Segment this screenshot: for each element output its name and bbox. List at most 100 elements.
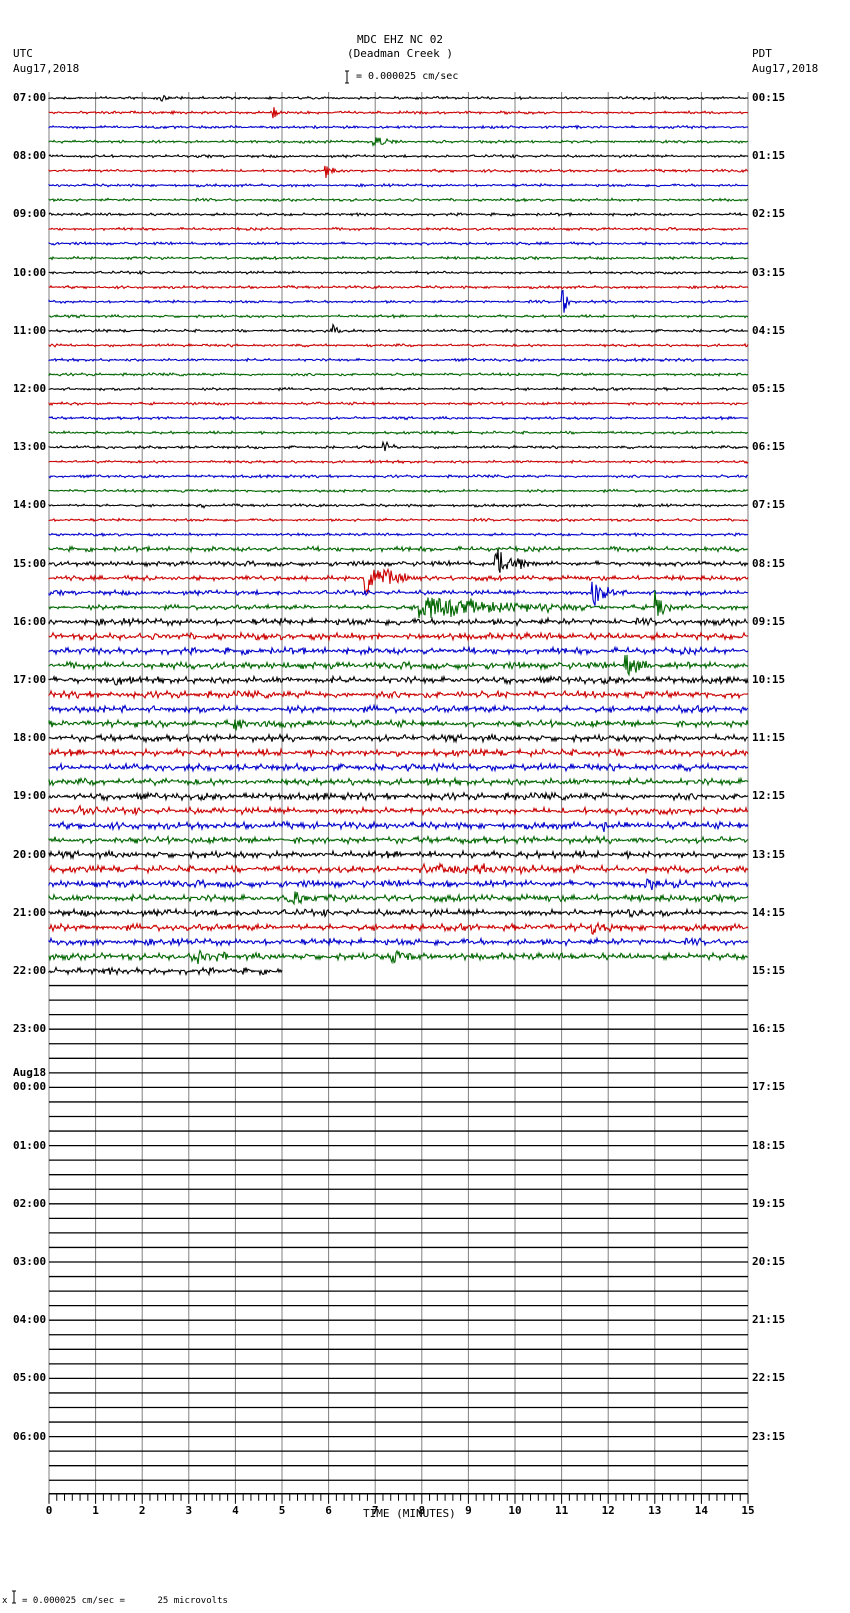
left-time-label: 19:00 [13,789,47,803]
trace-row [48,654,749,677]
trace-row [48,124,749,131]
trace-row [48,703,749,715]
trace-row [48,197,749,203]
trace-row [48,153,749,159]
trace-row [48,718,749,731]
trace-row [48,502,749,509]
right-time-label: 11:15 [752,731,786,745]
left-time-label: 12:00 [13,382,47,395]
right-time-label: 00:15 [752,91,786,104]
left-time-label: 11:00 [13,323,47,337]
right-time-label: 06:15 [752,440,786,454]
x-tick-label: 4 [232,1503,239,1517]
footer-scale-bar-icon [11,1590,17,1607]
x-tick-label: 1 [92,1503,99,1517]
right-time-label: 05:15 [752,382,786,395]
trace-row [48,616,749,628]
left-time-label: 17:00 [13,673,47,686]
left-time-label: 18:00 [13,731,47,745]
trace-row [48,415,749,421]
left-time-label: 20:00 [13,847,47,861]
left-time-label: 03:00 [13,1255,47,1268]
x-tick-label: 2 [138,1503,146,1517]
left-time-label: 10:00 [13,265,47,279]
right-time-label: 09:15 [752,614,786,628]
trace-row [48,226,749,232]
left-time-label: 02:00 [13,1196,47,1210]
x-tick-label: 8 [418,1503,426,1517]
trace-row [48,429,749,436]
scale-bar-icon [343,70,351,87]
left-time-label: 09:00 [13,207,47,221]
x-tick-label: 6 [325,1503,332,1517]
x-tick-label: 14 [694,1503,709,1517]
x-tick-label: 12 [601,1503,615,1517]
right-time-label: 12:15 [752,789,786,803]
trace-row [48,255,749,261]
left-time-label: 22:00 [13,964,47,977]
right-time-label: 17:15 [752,1080,786,1094]
right-time-label: 15:15 [752,964,786,977]
right-time-label: 14:15 [752,905,786,919]
trace-row [48,921,749,935]
left-date-change-label: Aug18 [13,1066,47,1080]
right-timezone: PDT [752,47,772,60]
trace-row [48,581,749,606]
trace-row [48,689,749,701]
trace-row [48,269,749,275]
trace-row [48,936,749,948]
trace-row [48,877,749,891]
left-date: Aug17,2018 [13,62,80,75]
trace-row [48,289,749,313]
trace-row [48,107,749,119]
x-tick-label: 11 [554,1503,569,1517]
right-time-label: 19:15 [752,1196,786,1210]
trace-row [48,804,749,817]
trace-row [48,371,749,377]
trace-row [48,645,749,657]
trace-row [48,440,749,452]
trace-row [48,732,749,744]
footer-scale-note: = 0.000025 cm/sec = 25 microvolts [22,1596,228,1606]
scale-value: = 0.000025 cm/sec [356,71,459,82]
trace-row [48,165,749,178]
station-title: MDC EHZ NC 02 [356,33,444,46]
trace-row [48,848,749,861]
trace-row [48,761,749,773]
trace-row [48,240,749,246]
left-time-label: 13:00 [13,440,47,454]
left-time-label: 23:00 [13,1022,47,1036]
x-tick-label: 0 [45,1503,53,1517]
trace-row [48,544,749,554]
left-timezone: UTC [13,47,33,60]
left-time-label: 08:00 [13,149,47,163]
trace-row [48,357,749,363]
left-time-label: 07:00 [13,91,47,104]
right-time-label: 02:15 [752,207,786,221]
right-time-label: 20:15 [752,1255,786,1268]
trace-row [48,891,749,906]
trace-row [48,137,749,147]
right-time-label: 18:15 [752,1138,786,1152]
left-time-label: 01:00 [13,1138,47,1152]
trace-row [48,322,749,334]
left-time-label: 16:00 [13,614,47,628]
trace-row [48,313,749,320]
left-time-label: 14:00 [13,498,47,512]
right-time-label: 01:15 [752,149,786,163]
x-tick-label: 15 [741,1503,755,1517]
trace-row [49,819,749,833]
right-time-label: 22:15 [752,1371,786,1385]
trace-row [48,549,749,573]
trace-row [48,949,749,965]
x-tick-label: 7 [371,1503,379,1517]
x-tick-label: 5 [278,1503,286,1517]
trace-row [48,861,749,876]
right-time-label: 16:15 [752,1022,786,1036]
right-time-label: 10:15 [752,673,786,686]
trace-row [48,488,749,494]
trace-row [48,94,749,102]
trace-row [48,674,749,686]
trace-row [48,630,749,642]
